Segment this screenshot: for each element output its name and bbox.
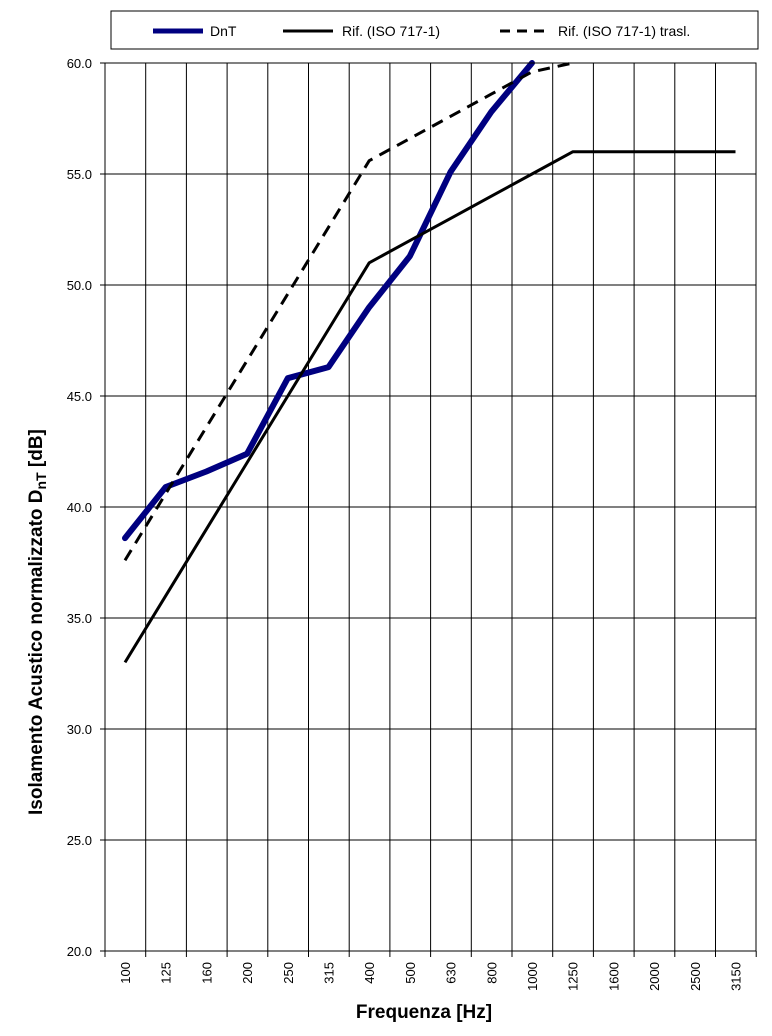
series-lines	[122, 60, 736, 664]
y-tick-label: 20.0	[67, 944, 92, 959]
x-tick-label: 2500	[688, 962, 703, 991]
plot-grid	[100, 62, 757, 957]
legend-label-dnt: DnT	[210, 23, 237, 39]
x-tick-label: 630	[444, 962, 459, 984]
legend-box	[110, 10, 759, 50]
x-tick-label: 1000	[525, 962, 540, 991]
x-tick-label: 200	[240, 962, 255, 984]
y-axis-title-sub: nT	[33, 472, 49, 490]
x-tick-label: 800	[484, 962, 499, 984]
x-tick-label: 250	[281, 962, 296, 984]
x-tick-label: 160	[199, 962, 214, 984]
x-tick-label: 400	[362, 962, 377, 984]
y-tick-label: 60.0	[67, 56, 92, 71]
y-tick-label: 30.0	[67, 722, 92, 737]
x-tick-labels: 100 125 160 200 250 315 400 500 630 800 1000 1250 16…	[118, 962, 744, 991]
x-tick-label: 100	[118, 962, 133, 984]
series-line-rif-iso-717-1-trasl	[123, 61, 574, 562]
x-tick-label: 1600	[606, 962, 621, 991]
x-tick-label: 125	[159, 962, 174, 984]
y-axis-title-main: Isolamento Acustico normalizzato D	[26, 489, 47, 815]
x-tick-label: 2000	[647, 962, 662, 991]
x-tick-label: 3150	[729, 962, 744, 991]
y-tick-label: 55.0	[67, 167, 92, 182]
series-line-dnt	[122, 60, 535, 542]
y-tick-label: 45.0	[67, 389, 92, 404]
y-axis-title-unit: [dB]	[26, 429, 47, 472]
legend-label-rif: Rif. (ISO 717-1)	[342, 23, 440, 39]
x-tick-label: 1250	[566, 962, 581, 991]
y-tick-label: 50.0	[67, 278, 92, 293]
series-line-rif-iso-717-1	[123, 150, 736, 664]
y-tick-label: 35.0	[67, 611, 92, 626]
legend: DnT Rif. (ISO 717-1) Rif. (ISO 717-1) tr…	[110, 10, 759, 50]
y-tick-label: 40.0	[67, 500, 92, 515]
y-axis-title: Isolamento Acustico normalizzato DnT [dB…	[26, 429, 49, 815]
x-tick-label: 500	[403, 962, 418, 984]
plot-frame	[104, 62, 757, 952]
y-tick-labels: 20.0 25.0 30.0 35.0 40.0 45.0 50.0 55.0 60.0	[67, 56, 92, 959]
x-tick-label: 315	[322, 962, 337, 984]
legend-label-rif-trasl: Rif. (ISO 717-1) trasl.	[558, 23, 690, 39]
x-axis-title: Frequenza [Hz]	[356, 1002, 492, 1023]
y-tick-label: 25.0	[67, 833, 92, 848]
